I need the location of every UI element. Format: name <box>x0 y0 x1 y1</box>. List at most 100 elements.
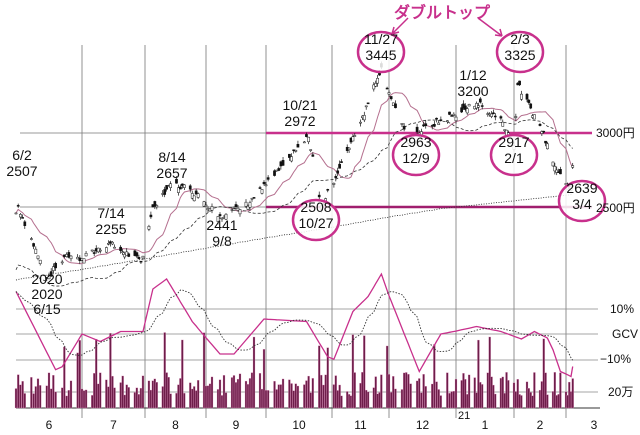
candle-body <box>90 249 94 252</box>
candle-body <box>16 205 20 207</box>
candle-body <box>433 123 436 127</box>
candle-body <box>464 105 467 110</box>
volume-bar <box>490 376 493 409</box>
volume-bar <box>559 372 562 409</box>
annotation-price: 2441 <box>206 217 237 233</box>
volume-bar <box>380 374 383 409</box>
annotation-date: 12/9 <box>402 150 429 166</box>
volume-bar <box>390 392 393 409</box>
volume-bar <box>555 395 558 409</box>
candle-body <box>188 185 192 190</box>
volume-bar <box>464 379 467 409</box>
ma-mid-line <box>15 119 573 287</box>
volume-bar <box>161 386 164 409</box>
year-marker: 21 <box>458 410 470 422</box>
candle-body <box>63 254 66 257</box>
candle-body <box>538 123 542 126</box>
candle-body <box>374 83 378 87</box>
annotation-circle <box>391 133 441 177</box>
candle-body <box>454 116 458 122</box>
candle-body <box>183 184 186 188</box>
volume-bar <box>473 377 476 409</box>
volume-bar <box>431 383 434 409</box>
volume-bar <box>347 394 351 409</box>
volume-bar <box>320 374 323 409</box>
volume-bar <box>273 380 276 409</box>
annotation-price: 2917 <box>498 134 529 150</box>
candle-body <box>334 176 338 179</box>
candle-body <box>326 189 330 191</box>
candle-body <box>137 257 141 260</box>
volume-bar <box>366 391 370 409</box>
volume-bar <box>279 384 283 409</box>
annotation-price: 2020 <box>31 271 62 287</box>
volume-bar <box>121 375 124 409</box>
volume-bar <box>334 375 337 409</box>
volume-bar <box>234 382 238 409</box>
x-tick-label: 1 <box>482 418 489 432</box>
annotation-circle <box>557 179 607 223</box>
volume-bar <box>179 378 182 409</box>
candle-body <box>49 271 53 277</box>
volume-bar <box>376 393 379 409</box>
volume-bar <box>137 394 141 409</box>
volume-bar <box>450 391 453 409</box>
candle-body <box>311 154 315 157</box>
volume-bar <box>501 376 504 409</box>
volume-bar <box>167 376 170 409</box>
candle-body <box>135 252 139 257</box>
candle-body <box>467 104 471 107</box>
volume-bar <box>246 384 250 409</box>
annotation-date: 10/27 <box>298 215 333 231</box>
candle-body <box>52 266 55 271</box>
candle-body <box>332 183 336 185</box>
volume-bar <box>195 390 198 409</box>
volume-bar <box>553 372 557 409</box>
volume-bar <box>34 386 37 409</box>
annotations: 6/22507202020206/157/1422558/14265724419… <box>6 17 607 317</box>
moving-averages <box>15 92 574 287</box>
volume-bar <box>332 384 336 409</box>
volume-bar <box>499 377 503 409</box>
gcv-oscillator <box>15 272 574 378</box>
candle-body <box>127 253 131 257</box>
candle-body <box>296 144 300 148</box>
volume-bar <box>514 391 518 409</box>
candle-body <box>540 131 544 134</box>
volume-bar <box>374 376 377 409</box>
volume-bar <box>50 388 53 409</box>
volume-bar <box>54 391 57 409</box>
candle-body <box>533 114 536 120</box>
candle-body <box>336 170 340 174</box>
x-tick-label: 2 <box>537 418 544 432</box>
osc-center-label: GCV <box>612 327 638 341</box>
candle-body <box>32 243 35 247</box>
candle-body <box>555 169 559 173</box>
volume-bar <box>309 392 312 409</box>
x-tick-label: 3 <box>591 418 598 432</box>
candle-body <box>389 96 393 100</box>
volume-bar <box>492 384 495 409</box>
annotation-date: 1/12 <box>459 67 486 83</box>
volume-bar <box>264 390 268 409</box>
volume-bar <box>153 378 156 409</box>
candle-body <box>273 170 276 176</box>
candle-body <box>359 121 362 124</box>
price-level-3000: 3000円 <box>596 126 635 140</box>
candle-body <box>105 247 108 253</box>
volume-bar <box>363 335 366 409</box>
volume-bar <box>189 382 192 409</box>
volume-bar <box>405 372 408 409</box>
volume-bar <box>512 382 516 409</box>
candle-body <box>38 259 42 264</box>
candle-body <box>279 161 283 167</box>
annotation-circle <box>356 30 406 74</box>
volume-bar <box>454 378 458 409</box>
candle-body <box>400 123 404 125</box>
candle-body <box>364 105 368 108</box>
volume-bar <box>36 378 40 409</box>
volume-bar <box>448 393 451 409</box>
volume-bar <box>409 383 412 409</box>
candle-body <box>465 108 469 114</box>
